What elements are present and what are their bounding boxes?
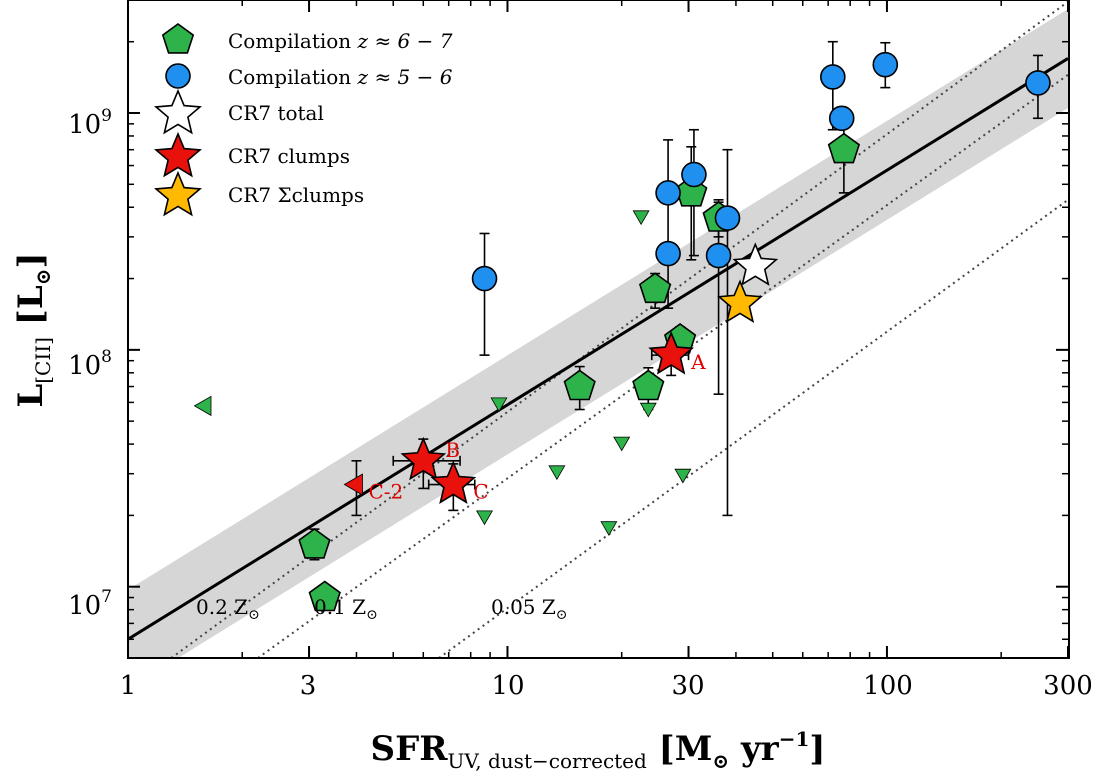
y-tick-labels: 107 108 109	[68, 106, 112, 621]
pentagon-marker	[298, 528, 331, 559]
circle-marker	[471, 265, 498, 292]
x-tick-label: 3	[300, 671, 317, 701]
metallicity-label-0-05: 0.05 Z⊙	[491, 595, 568, 623]
circle-marker	[820, 64, 846, 90]
pentagon-marker	[563, 369, 596, 401]
x-tick-label: 1	[120, 671, 137, 701]
pentagon-marker	[632, 369, 665, 401]
legend-circle-marker	[165, 63, 191, 89]
star-marker	[154, 88, 202, 135]
y-axis-title: L[CII] [L⊙]	[11, 252, 55, 407]
triangle-down-marker	[548, 465, 566, 481]
triangle-down-marker	[632, 210, 650, 226]
legend-item-cr7-sigma-clumps: CR7 Σclumps	[154, 170, 364, 217]
triangle-left-marker	[193, 395, 212, 417]
pentagon-marker	[308, 580, 341, 612]
legend-label: CR7 Σclumps	[228, 183, 364, 207]
star-marker	[400, 436, 447, 481]
legend-white-star-marker	[154, 88, 202, 135]
circle-marker	[655, 240, 681, 267]
legend-orange-star-marker	[154, 170, 202, 217]
triangle-down-marker	[476, 510, 493, 526]
metallicity-label-0-2: 0.2 Z⊙	[196, 595, 260, 623]
legend-item-cr7-total: CR7 total	[154, 88, 324, 135]
y-tick-label: 108	[68, 347, 112, 381]
triangle-down-marker	[674, 468, 692, 484]
circle-marker	[705, 242, 732, 269]
x-axis-title: SFRUV, dust−corrected [M⊙ yr−1]	[371, 727, 826, 773]
metallicity-annotations: 0.2 Z⊙ 0.1 Z⊙ 0.05 Z⊙	[196, 595, 568, 623]
triangle-down-marker	[613, 436, 631, 452]
circle-marker	[714, 205, 741, 231]
x-tick-label: 100	[863, 671, 913, 701]
legend-pentagon-marker	[161, 23, 195, 54]
x-tick-label: 30	[671, 671, 704, 701]
circle-marker	[655, 180, 681, 206]
clump-label: B	[445, 438, 460, 462]
circle-marker	[828, 105, 855, 132]
y-tick-label: 109	[68, 106, 112, 140]
star-marker	[154, 131, 202, 178]
legend-label: Compilation z ≈ 6 − 7	[228, 29, 453, 53]
y-tick-label: 107	[68, 587, 112, 621]
relation-line-layer	[128, 57, 1069, 641]
pentagon-marker	[827, 132, 861, 164]
pentagon-marker	[638, 272, 672, 304]
triangle-left-marker	[343, 473, 363, 496]
circle-marker	[1025, 70, 1051, 96]
legend-item-compilation-z67: Compilation z ≈ 6 − 7	[161, 23, 453, 54]
star-marker	[717, 279, 763, 323]
triangle-down-marker	[490, 397, 508, 413]
triangle-down-marker	[639, 402, 657, 418]
star-marker	[154, 170, 202, 217]
circle-marker	[681, 161, 707, 188]
clump-label: C-2	[368, 480, 403, 504]
clump-label: C	[473, 480, 488, 504]
clump-label: A	[690, 350, 706, 374]
legend-item-cr7-clumps: CR7 clumps	[154, 131, 350, 178]
metallicity-line	[438, 199, 1069, 658]
axis-ticks	[127, 0, 1069, 658]
circle-marker	[872, 51, 899, 78]
data-markers	[193, 51, 1051, 612]
legend-label: Compilation z ≈ 5 − 6	[228, 65, 453, 89]
legend-red-star-marker	[154, 131, 202, 178]
x-tick-labels: 1 3 10 30 100 300	[120, 671, 1093, 701]
circle-marker	[165, 63, 191, 89]
legend: Compilation z ≈ 6 − 7 Compilation z ≈ 5 …	[154, 23, 453, 217]
star-marker	[430, 460, 477, 504]
axes-frame	[127, 0, 1070, 659]
star-marker	[732, 242, 779, 286]
star-marker	[648, 331, 695, 375]
metallicity-label-0-1: 0.1 Z⊙	[314, 595, 378, 623]
legend-label: CR7 clumps	[228, 144, 350, 168]
x-tick-label: 300	[1043, 671, 1093, 701]
clump-labels: A BC C-2	[368, 350, 706, 503]
x-tick-label: 10	[491, 671, 524, 701]
legend-item-compilation-z56: Compilation z ≈ 5 − 6	[165, 63, 453, 89]
triangle-down-marker	[600, 521, 618, 536]
pentagon-marker	[161, 23, 195, 54]
legend-label: CR7 total	[228, 101, 324, 125]
relation-line	[128, 57, 1069, 641]
